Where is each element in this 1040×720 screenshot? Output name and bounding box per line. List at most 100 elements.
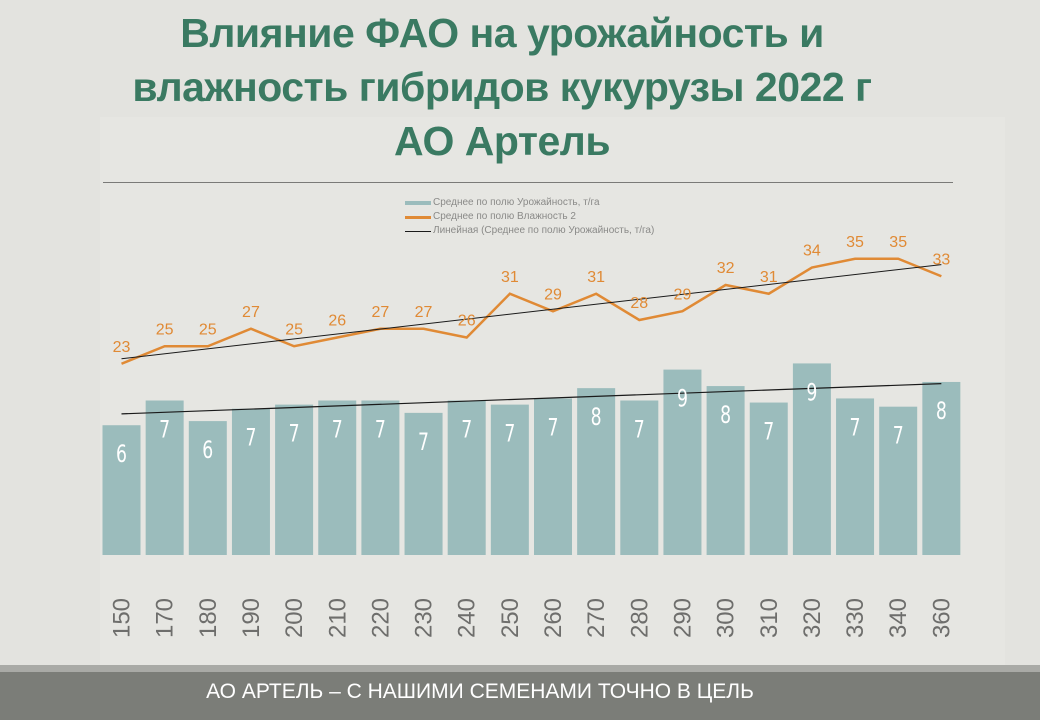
x-tick-label: 150 [109,598,136,638]
divider [103,182,953,183]
humidity-value-label: 31 [587,269,605,286]
legend-swatch [405,201,431,205]
bar-value-label: 8 [936,397,947,425]
x-tick-label: 230 [411,598,438,638]
footer-strip [0,665,1040,672]
x-tick-label: 280 [626,598,653,638]
x-tick-label: 300 [713,598,740,638]
bar [275,404,314,555]
bar-value-label: 7 [289,420,300,448]
humidity-value-label: 26 [328,313,346,330]
bar [922,381,961,555]
bar [145,400,184,555]
bar [490,404,529,555]
yield-trendline [121,383,942,415]
legend-label: Линейная (Среднее по полю Урожайность, т… [433,225,655,236]
bar [706,386,745,555]
humidity-value-label: 27 [415,304,433,321]
bar-value-label: 7 [461,416,472,444]
legend-swatch [405,215,431,219]
x-tick-label: 360 [928,598,955,638]
legend-swatch [405,230,431,232]
bar [318,400,357,555]
legend-item-humidity: Среднее по полю Влажность 2 [405,210,654,224]
title-line-1: Влияние ФАО на урожайность и [180,10,824,56]
bar [879,406,918,555]
x-tick-label: 190 [238,598,265,638]
bar-value-label: 7 [332,416,343,444]
bar [188,421,227,555]
bar-value-label: 7 [418,428,429,456]
x-tick-label: 240 [454,598,481,638]
title-line-2: влажность гибридов кукурузы 2022 г [132,64,872,110]
x-tick-label: 260 [540,598,567,638]
bar-value-label: 7 [763,418,774,446]
humidity-value-label: 25 [156,321,174,338]
x-tick-label: 340 [885,598,912,638]
x-tick-label: 220 [367,598,394,638]
bar-value-label: 9 [677,385,688,413]
x-tick-label: 200 [281,598,308,638]
humidity-line [121,257,942,365]
x-tick-label: 310 [756,598,783,638]
chart-panel [100,117,1005,665]
humidity-value-label: 35 [889,234,907,251]
humidity-value-label: 28 [630,295,648,312]
humidity-value-label: 29 [674,286,692,303]
legend-item-yield: Среднее по полю Урожайность, т/га [405,196,654,210]
x-tick-label: 270 [583,598,610,638]
bar-value-label: 7 [547,414,558,442]
bar-value-label: 7 [634,416,645,444]
bar-value-label: 9 [806,379,817,407]
x-tick-label: 330 [842,598,869,638]
legend-label: Среднее по полю Влажность 2 [433,211,576,222]
humidity-value-label: 31 [501,269,519,286]
x-tick-label: 250 [497,598,524,638]
bar [404,412,443,555]
bar [534,398,572,555]
bar-value-label: 7 [375,416,386,444]
humidity-value-label: 27 [242,304,260,321]
bar-value-label: 6 [116,440,127,468]
humidity-value-label: 26 [458,313,476,330]
bar-value-label: 7 [850,414,861,442]
bar [749,402,788,555]
bar-value-label: 7 [159,416,170,444]
humidity-value-label: 25 [199,321,217,338]
humidity-value-label: 32 [717,260,735,277]
bar-value-label: 7 [245,424,256,452]
bar [792,363,831,555]
bar [361,400,400,555]
bar [231,408,270,555]
humidity-value-label: 27 [372,304,390,321]
bar-value-label: 8 [720,401,731,429]
bar [620,400,659,555]
humidity-trendline [121,264,942,360]
humidity-value-label: 31 [760,269,778,286]
x-tick-label: 320 [799,598,826,638]
x-tick-label: 210 [324,598,351,638]
humidity-value-label: 33 [932,251,950,268]
x-tick-label: 170 [152,598,179,638]
bar [663,369,702,555]
bar-value-label: 7 [504,420,515,448]
humidity-value-label: 35 [846,234,864,251]
bar [577,388,616,555]
bar [102,425,141,555]
bar-value-label: 8 [591,403,602,431]
bar [447,400,486,555]
x-tick-label: 290 [669,598,696,638]
humidity-value-label: 29 [544,286,562,303]
legend: Среднее по полю Урожайность, т/га Средне… [405,196,654,238]
humidity-value-label: 25 [285,321,303,338]
chart-plot: 6 7 6 7 7 7 7 7 7 7 7 8 7 9 8 7 9 7 7 8 23 25 25 27 25 26 27 27 26 31… [102,234,961,638]
legend-item-trend: Линейная (Среднее по полю Урожайность, т… [405,224,654,238]
bar-value-label: 7 [893,422,904,450]
humidity-value-label: 23 [113,339,131,356]
bar [836,398,875,555]
chart-title: Влияние ФАО на урожайность и влажность г… [0,6,1004,168]
bar-value-label: 6 [202,436,213,464]
footer-bar: АО АРТЕЛЬ – С НАШИМИ СЕМЕНАМИ ТОЧНО В ЦЕ… [0,672,1040,720]
legend-label: Среднее по полю Урожайность, т/га [433,197,600,208]
humidity-value-label: 34 [803,243,821,260]
